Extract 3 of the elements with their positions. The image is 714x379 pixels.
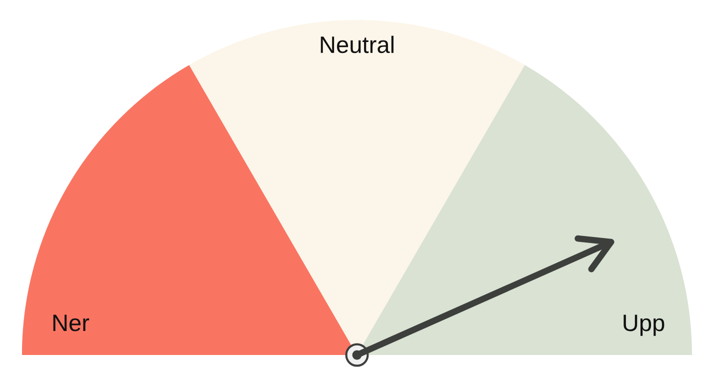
slice-label: Upp — [624, 314, 664, 336]
slice-label: Ner — [53, 314, 90, 332]
slice-label: Neutral — [320, 36, 394, 54]
